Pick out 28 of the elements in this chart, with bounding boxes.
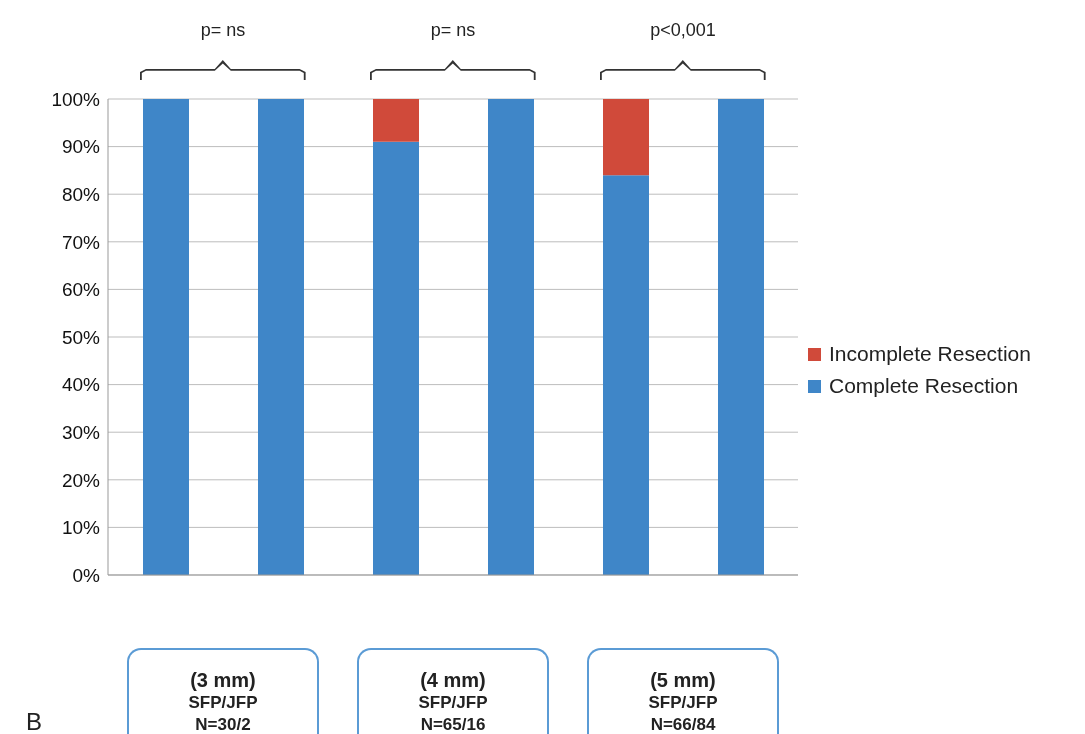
bar: [718, 99, 764, 575]
y-tick-label: 60%: [61, 279, 101, 301]
text: (5 mm) SFP/JFP N=66/84: [647, 668, 719, 734]
bar: [603, 99, 649, 176]
text: p<0,001: [649, 20, 717, 41]
y-tick-label: 80%: [61, 183, 101, 205]
bar: [143, 99, 189, 575]
y-tick-label: 20%: [61, 469, 101, 491]
bar: [373, 141, 419, 575]
bar: [603, 175, 649, 575]
text: (3 mm) SFP/JFP N=30/2: [187, 668, 259, 734]
text: p= ns: [429, 20, 477, 41]
y-tick-label: 40%: [61, 374, 101, 396]
text: p= ns: [199, 20, 247, 41]
bar: [373, 99, 419, 142]
y-tick-label: 70%: [61, 231, 101, 253]
text: (4 mm) SFP/JFP N=65/16: [417, 668, 489, 734]
bar: [258, 99, 304, 575]
y-tick-label: 100%: [51, 88, 101, 110]
y-tick-label: 0%: [72, 564, 101, 586]
bar: [488, 99, 534, 575]
y-tick-label: 10%: [61, 517, 101, 539]
text: B: [26, 708, 43, 734]
y-tick-label: 30%: [61, 421, 101, 443]
legend-label: Complete Resection: [829, 374, 1019, 398]
y-tick-label: 90%: [61, 136, 101, 158]
legend-label: Incomplete Resection: [829, 342, 1031, 366]
y-tick-label: 50%: [61, 326, 101, 348]
